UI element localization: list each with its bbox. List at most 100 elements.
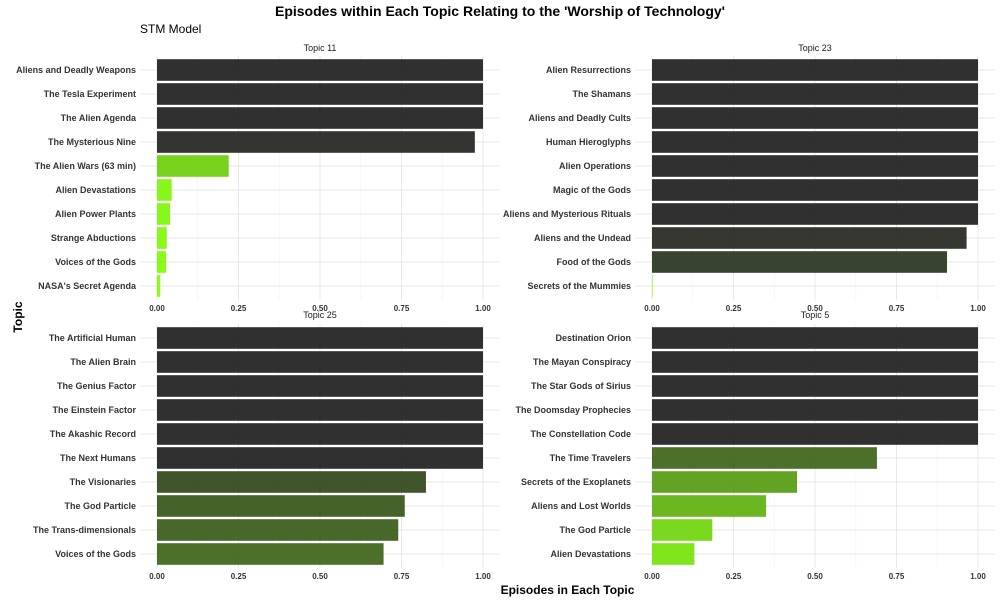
y-tick-label: Aliens and Mysterious Rituals [503, 209, 631, 219]
bar [157, 107, 483, 129]
bar [157, 131, 475, 153]
y-tick-label: The Doomsday Prophecies [515, 405, 631, 415]
bar [652, 447, 877, 469]
bar [157, 399, 483, 421]
bar [157, 447, 483, 469]
chart-subtitle: STM Model [140, 22, 202, 36]
x-tick-label: 1.00 [970, 572, 986, 581]
y-tick-label: Voices of the Gods [55, 257, 136, 267]
bar [652, 275, 653, 297]
x-tick-label: 0.25 [726, 572, 742, 581]
x-tick-label: 1.00 [475, 304, 491, 313]
x-tick-label: 0.75 [889, 572, 905, 581]
y-tick-label: The Mysterious Nine [48, 137, 136, 147]
bar [157, 275, 161, 297]
x-tick-label: 0.50 [807, 572, 823, 581]
bar [652, 399, 978, 421]
bar [652, 83, 978, 105]
y-tick-label: Secrets of the Mummies [527, 281, 631, 291]
x-tick-label: 0.00 [149, 304, 165, 313]
x-tick-label: 0.75 [394, 572, 410, 581]
bar [652, 543, 695, 565]
y-tick-label: The God Particle [64, 501, 136, 511]
y-tick-label: Alien Devastations [550, 549, 631, 559]
bar [652, 471, 798, 493]
x-tick-label: 0.25 [726, 304, 742, 313]
bar [652, 131, 978, 153]
bar [157, 519, 399, 541]
x-tick-label: 0.00 [149, 572, 165, 581]
bar [157, 423, 483, 445]
x-tick-label: 1.00 [970, 304, 986, 313]
bar [652, 351, 978, 373]
x-tick-label: 0.50 [312, 304, 328, 313]
y-tick-label: Secrets of the Exoplanets [521, 477, 631, 487]
bar [157, 203, 171, 225]
y-tick-label: The Einstein Factor [52, 405, 136, 415]
y-tick-label: Aliens and Deadly Cults [528, 113, 631, 123]
x-tick-label: 0.75 [394, 304, 410, 313]
bar [652, 251, 948, 273]
bar [652, 107, 978, 129]
y-tick-label: Aliens and Deadly Weapons [16, 65, 136, 75]
x-tick-label: 1.00 [475, 572, 491, 581]
bar [652, 179, 978, 201]
x-tick-label: 0.00 [644, 304, 660, 313]
y-tick-label: Alien Power Plants [55, 209, 136, 219]
panel-strip-label: Topic 25 [303, 310, 337, 320]
bar [652, 59, 978, 81]
bar [157, 59, 483, 81]
y-tick-label: The Visionaries [70, 477, 136, 487]
x-tick-label: 0.75 [889, 304, 905, 313]
bar [157, 495, 405, 517]
bar [157, 155, 229, 177]
bar [157, 471, 426, 493]
bar [157, 543, 384, 565]
y-tick-label: The Next Humans [60, 453, 136, 463]
y-tick-label: The Trans-dimensionals [33, 525, 136, 535]
bar [652, 519, 713, 541]
y-tick-label: The Alien Brain [70, 357, 136, 367]
bar [652, 375, 978, 397]
x-tick-label: 0.25 [231, 304, 247, 313]
y-tick-label: The Akashic Record [50, 429, 136, 439]
bar [157, 351, 483, 373]
y-tick-label: Strange Abductions [51, 233, 136, 243]
panel-strip-label: Topic 11 [304, 43, 337, 53]
y-tick-label: The Artificial Human [49, 333, 136, 343]
y-tick-label: Alien Resurrections [546, 65, 631, 75]
bar [652, 155, 978, 177]
x-tick-label: 0.50 [312, 572, 328, 581]
y-tick-label: The Star Gods of Sirius [531, 381, 631, 391]
x-tick-label: 0.50 [807, 304, 823, 313]
bar [157, 83, 483, 105]
bar [652, 327, 978, 349]
x-tick-label: 0.25 [231, 572, 247, 581]
y-tick-label: The Genius Factor [57, 381, 137, 391]
y-tick-label: Aliens and Lost Worlds [531, 501, 631, 511]
panel-strip-label: Topic 5 [801, 310, 830, 320]
x-axis-label: Episodes in Each Topic [500, 583, 635, 597]
y-tick-label: Food of the Gods [557, 257, 632, 267]
bar [652, 495, 767, 517]
y-tick-label: Alien Devastations [55, 185, 136, 195]
chart-title: Episodes within Each Topic Relating to t… [274, 3, 725, 19]
bar [652, 423, 978, 445]
y-tick-label: The Alien Agenda [61, 113, 137, 123]
bar [157, 227, 167, 249]
y-tick-label: The Time Travelers [550, 453, 631, 463]
y-tick-label: The Constellation Code [530, 429, 631, 439]
bar [157, 251, 167, 273]
panel-strip-label: Topic 23 [798, 43, 832, 53]
y-tick-label: Magic of the Gods [553, 185, 631, 195]
bar [157, 327, 483, 349]
bar [157, 179, 172, 201]
y-tick-label: The Mayan Conspiracy [533, 357, 631, 367]
bar [652, 227, 967, 249]
y-tick-label: Voices of the Gods [55, 549, 136, 559]
x-tick-label: 0.00 [644, 572, 660, 581]
y-tick-label: Human Hieroglyphs [546, 137, 631, 147]
y-tick-label: The Shamans [572, 89, 631, 99]
bar [652, 203, 978, 225]
